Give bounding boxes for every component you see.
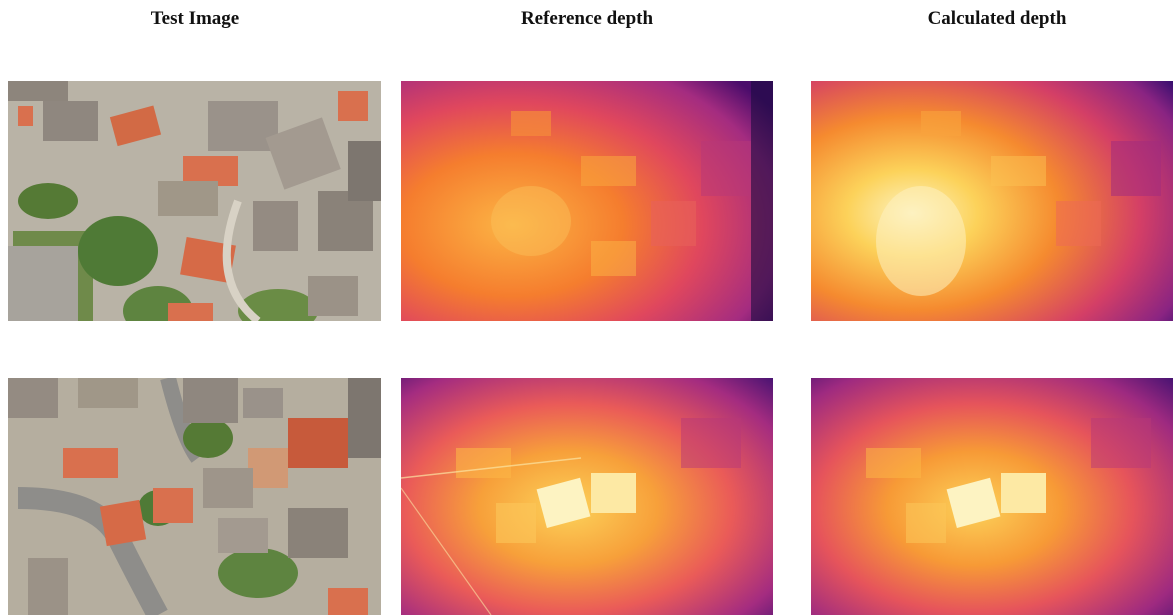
calculated-depth-2 <box>811 378 1173 615</box>
reference-depth-1 <box>401 81 773 321</box>
test-image-2 <box>8 378 381 615</box>
test-image-1 <box>8 81 381 321</box>
column-title-reference-depth: Reference depth <box>520 8 654 29</box>
column-title-test-image: Test Image <box>150 8 240 29</box>
reference-depth-2 <box>401 378 773 615</box>
column-title-calculated-depth: Calculated depth <box>927 8 1067 29</box>
calculated-depth-1 <box>811 81 1173 321</box>
